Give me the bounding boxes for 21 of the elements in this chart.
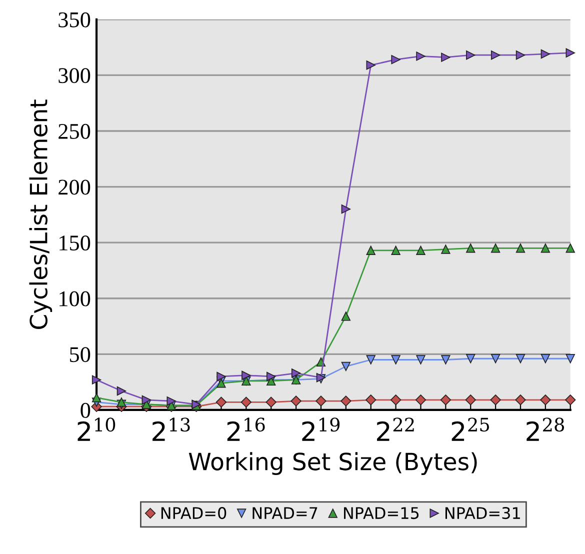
y-tick-label: 0 <box>80 402 90 418</box>
y-axis-title: Cycles/List Element <box>29 100 52 330</box>
y-tick-label: 150 <box>60 236 90 250</box>
legend-label: NPAD=7 <box>252 507 318 519</box>
y-tick-label: 50 <box>70 347 90 362</box>
legend-label: NPAD=0 <box>161 506 226 520</box>
legend-label: NPAD=15 <box>344 507 419 520</box>
x-tick-label: 2$^{19}$ <box>302 418 340 441</box>
x-tick-label: 2$^{28}$ <box>526 418 564 441</box>
y-tick-label: 100 <box>60 291 90 306</box>
x-tick-label: 2$^{16}$ <box>227 418 265 441</box>
legend-label: NPAD=31 <box>445 506 520 520</box>
x-tick-label: 2$^{10}$ <box>78 418 116 441</box>
y-tick-label: 350 <box>58 12 90 28</box>
x-tick-label: 2$^{13}$ <box>152 418 190 441</box>
x-axis-title: Working Set Size (Bytes) <box>188 452 477 476</box>
y-tick-label: 250 <box>58 124 90 139</box>
x-tick-label: 2$^{25}$ <box>452 418 490 441</box>
y-tick-label: 200 <box>58 180 90 195</box>
y-tick-label: 300 <box>58 68 90 84</box>
x-tick-label: 2$^{22}$ <box>377 418 414 441</box>
